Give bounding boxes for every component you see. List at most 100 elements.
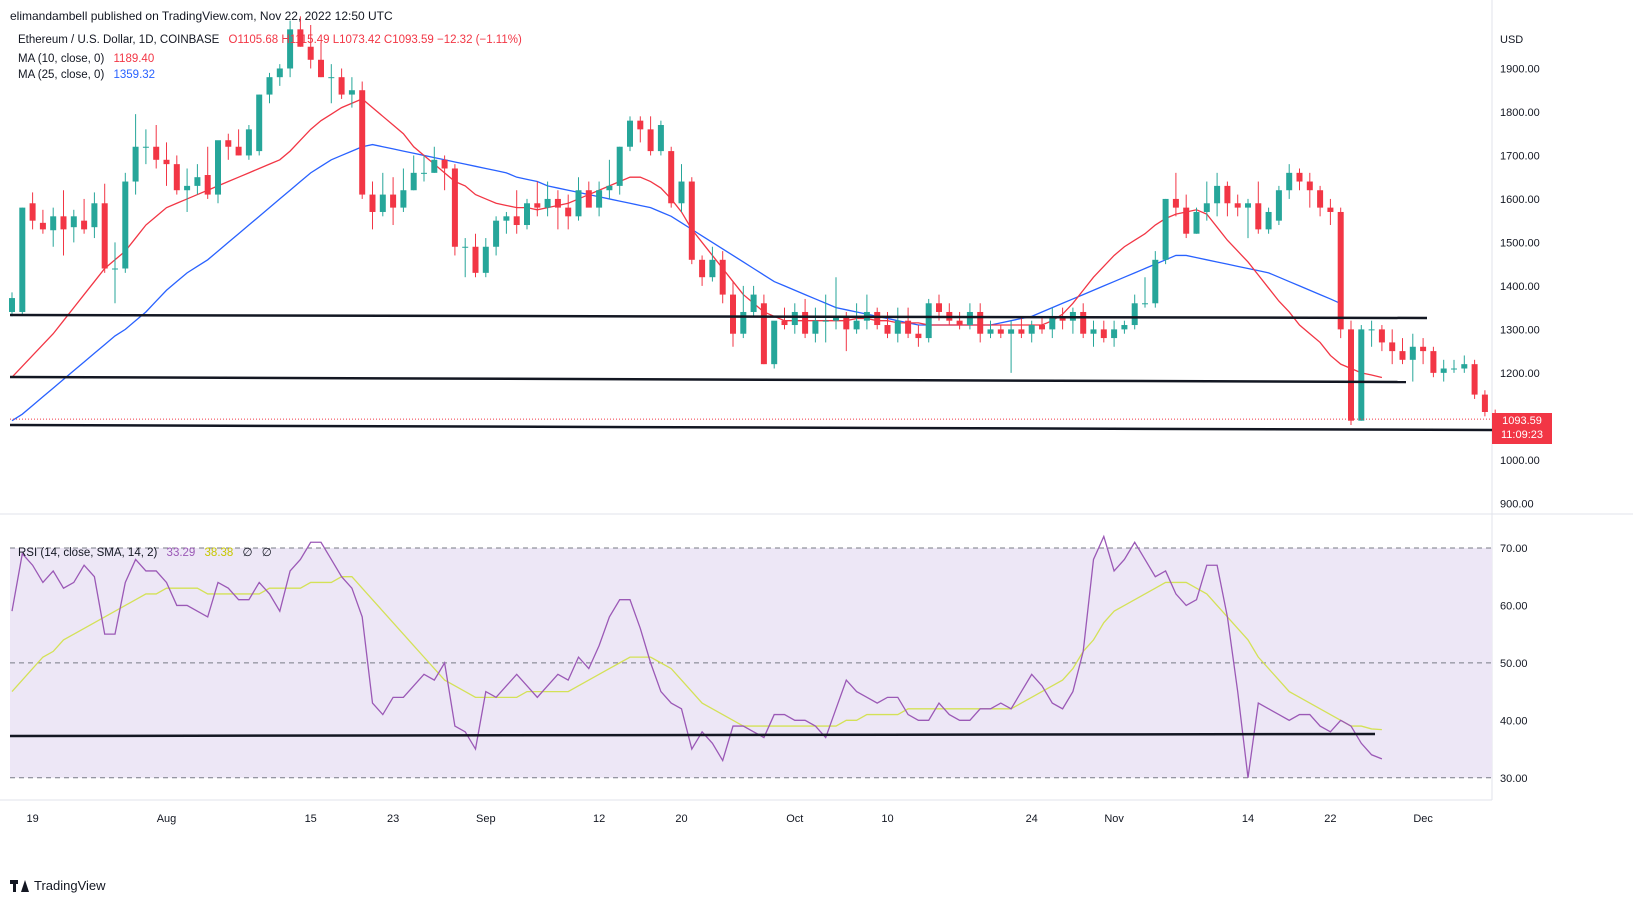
candle[interactable] [905, 307, 912, 339]
candle[interactable] [524, 198, 530, 230]
candle[interactable] [1049, 307, 1056, 339]
candle[interactable] [853, 303, 860, 334]
candle[interactable] [1286, 164, 1293, 199]
candle[interactable] [657, 120, 664, 156]
candle[interactable] [122, 172, 129, 273]
candle[interactable] [678, 164, 685, 212]
footer-brand[interactable]: TradingView [10, 878, 106, 893]
candle[interactable] [606, 159, 613, 199]
candle[interactable] [1203, 181, 1210, 221]
candle[interactable] [1172, 172, 1179, 217]
candle[interactable] [163, 142, 170, 186]
candle[interactable] [647, 116, 654, 156]
candle[interactable] [534, 181, 541, 217]
candle[interactable] [1296, 168, 1303, 191]
candle[interactable] [1481, 390, 1488, 417]
candle[interactable] [802, 298, 809, 339]
candle[interactable] [1018, 316, 1025, 339]
symbol-label[interactable]: Ethereum / U.S. Dollar, 1D, COINBASE [18, 34, 220, 46]
candle[interactable] [142, 129, 149, 165]
candle[interactable] [1234, 194, 1241, 217]
candle[interactable] [1451, 359, 1457, 373]
candle[interactable] [997, 325, 1004, 339]
candle[interactable] [1131, 294, 1138, 330]
candle[interactable] [781, 307, 788, 330]
candle[interactable] [565, 194, 572, 230]
candle[interactable] [1409, 333, 1416, 382]
candle[interactable] [1008, 320, 1015, 373]
candle[interactable] [925, 298, 932, 343]
candle[interactable] [1080, 303, 1087, 339]
candle[interactable] [1214, 172, 1221, 217]
candle[interactable] [431, 146, 438, 173]
candle[interactable] [956, 311, 963, 330]
candle[interactable] [225, 133, 232, 160]
candle[interactable] [307, 25, 314, 69]
candle[interactable] [348, 77, 355, 108]
candle[interactable] [544, 181, 551, 217]
candle[interactable] [709, 246, 716, 282]
candle[interactable] [688, 177, 695, 265]
candle[interactable] [812, 307, 819, 343]
candle[interactable] [946, 303, 953, 326]
candle[interactable] [1358, 325, 1365, 421]
candle[interactable] [287, 20, 294, 78]
candle[interactable] [276, 64, 283, 86]
candle[interactable] [462, 238, 469, 278]
candle[interactable] [421, 155, 427, 182]
candle[interactable] [1461, 355, 1468, 373]
candle[interactable] [256, 94, 263, 156]
candle[interactable] [1306, 172, 1313, 208]
candle[interactable] [760, 294, 767, 365]
candle[interactable] [1317, 185, 1324, 217]
candle[interactable] [1111, 320, 1118, 347]
candle[interactable] [719, 251, 726, 304]
candle[interactable] [894, 307, 901, 343]
drawn-trendline[interactable] [9, 375, 1407, 384]
candle[interactable] [575, 177, 582, 221]
candle[interactable] [1193, 207, 1200, 234]
candle[interactable] [1183, 194, 1190, 239]
candle[interactable] [328, 64, 335, 104]
candle[interactable] [1255, 181, 1262, 234]
candle[interactable] [822, 294, 829, 343]
candle[interactable] [184, 168, 191, 212]
ma10-label[interactable]: MA (10, close, 0) [18, 53, 105, 65]
candle[interactable] [554, 190, 561, 230]
candle[interactable] [503, 211, 510, 234]
candle[interactable] [112, 242, 118, 304]
candle[interactable] [493, 216, 500, 256]
candle[interactable] [1327, 198, 1334, 226]
candle[interactable] [874, 307, 881, 330]
candle[interactable] [863, 294, 870, 330]
candle[interactable] [472, 233, 479, 278]
candle[interactable] [668, 146, 675, 208]
candle[interactable] [451, 164, 458, 256]
candle[interactable] [194, 164, 201, 195]
candle[interactable] [1430, 346, 1437, 378]
candle[interactable] [39, 209, 46, 234]
candle[interactable] [513, 190, 520, 234]
candle[interactable] [400, 168, 407, 212]
candle[interactable] [843, 311, 850, 352]
candle[interactable] [132, 114, 139, 195]
candle[interactable] [50, 207, 57, 247]
rsi-label[interactable]: RSI (14, close, SMA, 14, 2) [18, 547, 158, 559]
candle[interactable] [1337, 207, 1344, 339]
candle[interactable] [1162, 198, 1169, 265]
candle[interactable] [1471, 359, 1478, 399]
candle[interactable] [101, 183, 108, 273]
candle[interactable] [791, 303, 798, 334]
candle[interactable] [833, 277, 839, 330]
drawn-trendline[interactable] [9, 423, 1493, 432]
candle[interactable] [915, 325, 922, 347]
candle[interactable] [987, 320, 994, 339]
candle[interactable] [379, 172, 386, 217]
candle[interactable] [1090, 320, 1097, 347]
candle[interactable] [9, 292, 15, 317]
candle[interactable] [596, 181, 603, 217]
candle[interactable] [369, 181, 376, 230]
candle[interactable] [1100, 320, 1107, 343]
candle[interactable] [750, 285, 757, 317]
